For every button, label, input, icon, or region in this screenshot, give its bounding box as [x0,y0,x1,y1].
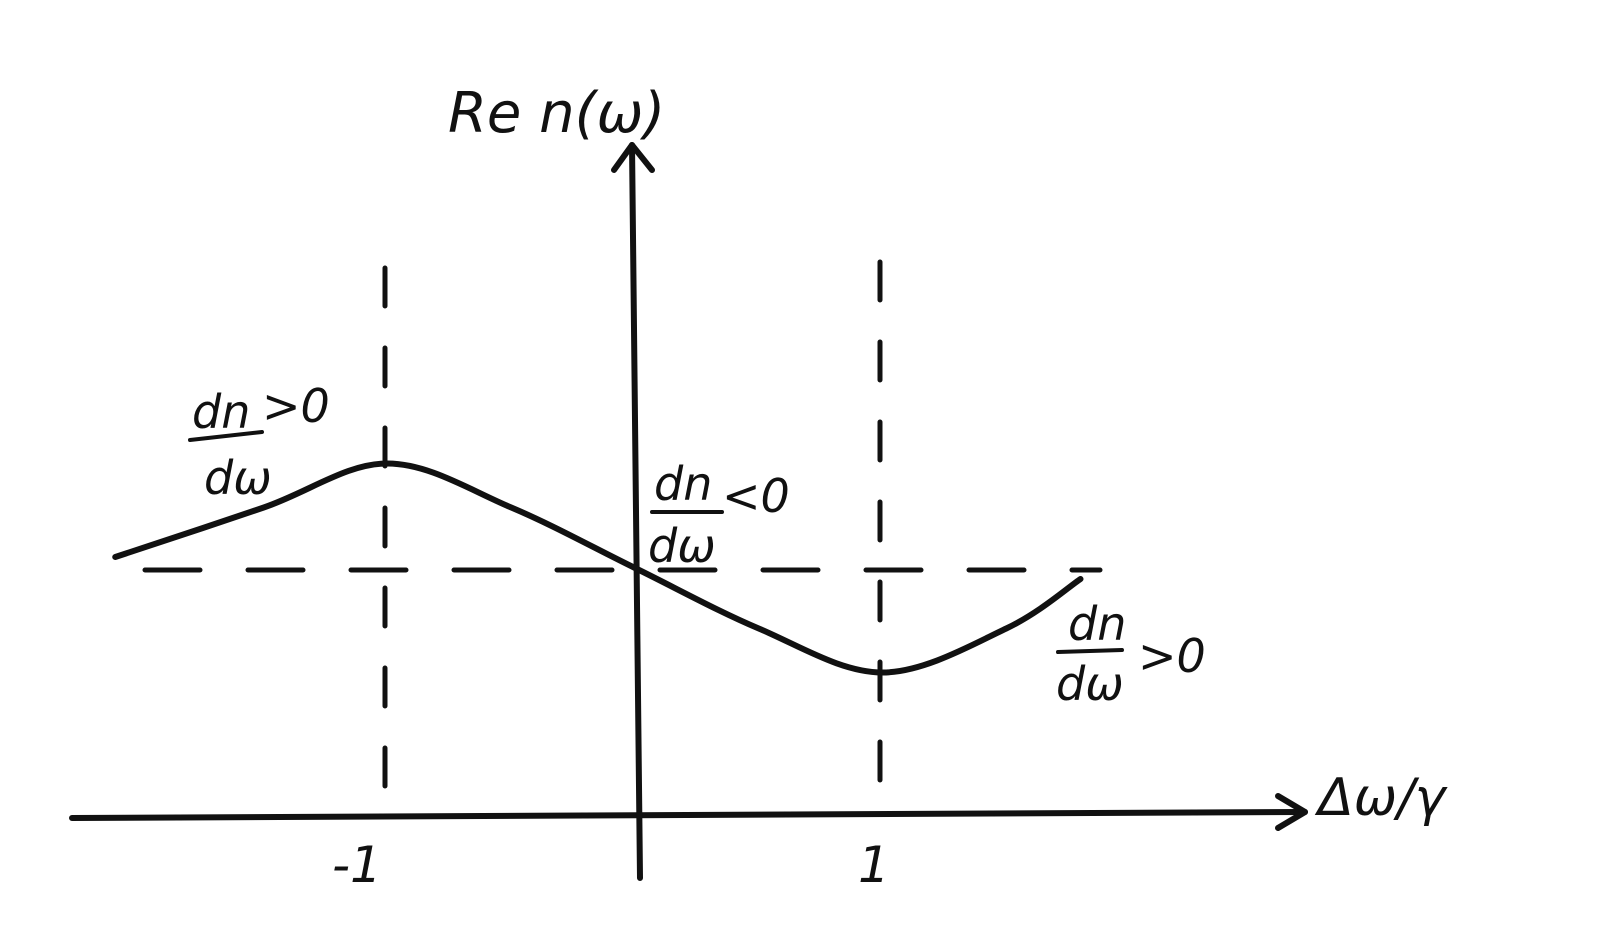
y-axis-label: Re n(ω) [448,81,665,146]
annotation-left-derivative: dn dω >0 [188,379,330,505]
tick-label-neg-one: -1 [332,836,382,894]
x-axis [69,809,1308,821]
annotation-center-numerator: dn [654,457,712,511]
y-axis-arrow-icon [611,142,655,173]
annotation-center-relation: <0 [722,469,790,523]
tick-label-pos-one: 1 [858,836,890,894]
annotation-center-derivative: dn dω <0 [648,457,790,573]
annotation-left-fraction-bar [188,430,264,442]
refractive-index-curve [112,460,1084,676]
y-axis [629,142,643,881]
annotation-left-relation: >0 [262,379,330,433]
annotation-right-relation: >0 [1138,629,1206,683]
annotation-right-derivative: dn dω >0 [1056,597,1206,711]
annotation-right-fraction-bar [1056,648,1124,654]
annotation-center-denominator: dω [648,519,716,573]
annotation-left-numerator: dn [192,385,250,439]
annotation-left-denominator: dω [204,451,272,505]
x-axis-arrow-icon [1275,793,1308,831]
annotation-right-denominator: dω [1056,657,1124,711]
annotation-right-numerator: dn [1068,597,1126,651]
x-axis-label: Δω/γ [1314,768,1449,828]
